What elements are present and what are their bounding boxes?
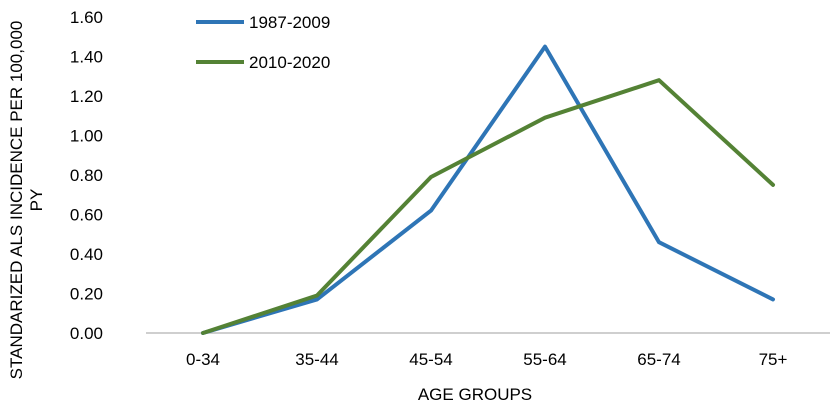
y-tick-label: 1.20 [70,87,103,106]
x-tick-label: 55-64 [523,350,566,369]
y-tick-labels: 0.00 0.20 0.40 0.60 0.80 1.00 1.20 1.40 1.60 [70,8,103,343]
y-tick-label: 1.60 [70,8,103,27]
y-tick-label: 0.20 [70,285,103,304]
y-tick-label: 0.40 [70,245,103,264]
legend: 1987-2009 2010-2020 [196,13,330,72]
series-layer [203,47,773,334]
legend-label: 1987-2009 [249,13,330,32]
x-axis-title: AGE GROUPS [418,385,532,404]
y-axis-title-line-1: STANDARIZED ALS INCIDENCE PER 100,000 [7,21,26,380]
y-tick-label: 1.00 [70,127,103,146]
series-line-1987-2009 [203,47,773,333]
x-tick-label: 35-44 [295,350,338,369]
series-line-2010-2020 [203,80,773,333]
x-tick-label: 45-54 [409,350,452,369]
x-tick-label: 75+ [759,350,788,369]
legend-label: 2010-2020 [249,53,330,72]
y-tick-label: 0.80 [70,166,103,185]
y-tick-label: 0.60 [70,206,103,225]
x-tick-labels: 0-34 35-44 45-54 55-64 65-74 75+ [186,350,788,369]
y-axis-title: STANDARIZED ALS INCIDENCE PER 100,000 PY [7,21,46,380]
y-axis-title-line-2: PY [27,189,46,212]
y-tick-label: 0.00 [70,324,103,343]
x-tick-label: 0-34 [186,350,220,369]
x-tick-label: 65-74 [637,350,680,369]
y-tick-label: 1.40 [70,48,103,67]
